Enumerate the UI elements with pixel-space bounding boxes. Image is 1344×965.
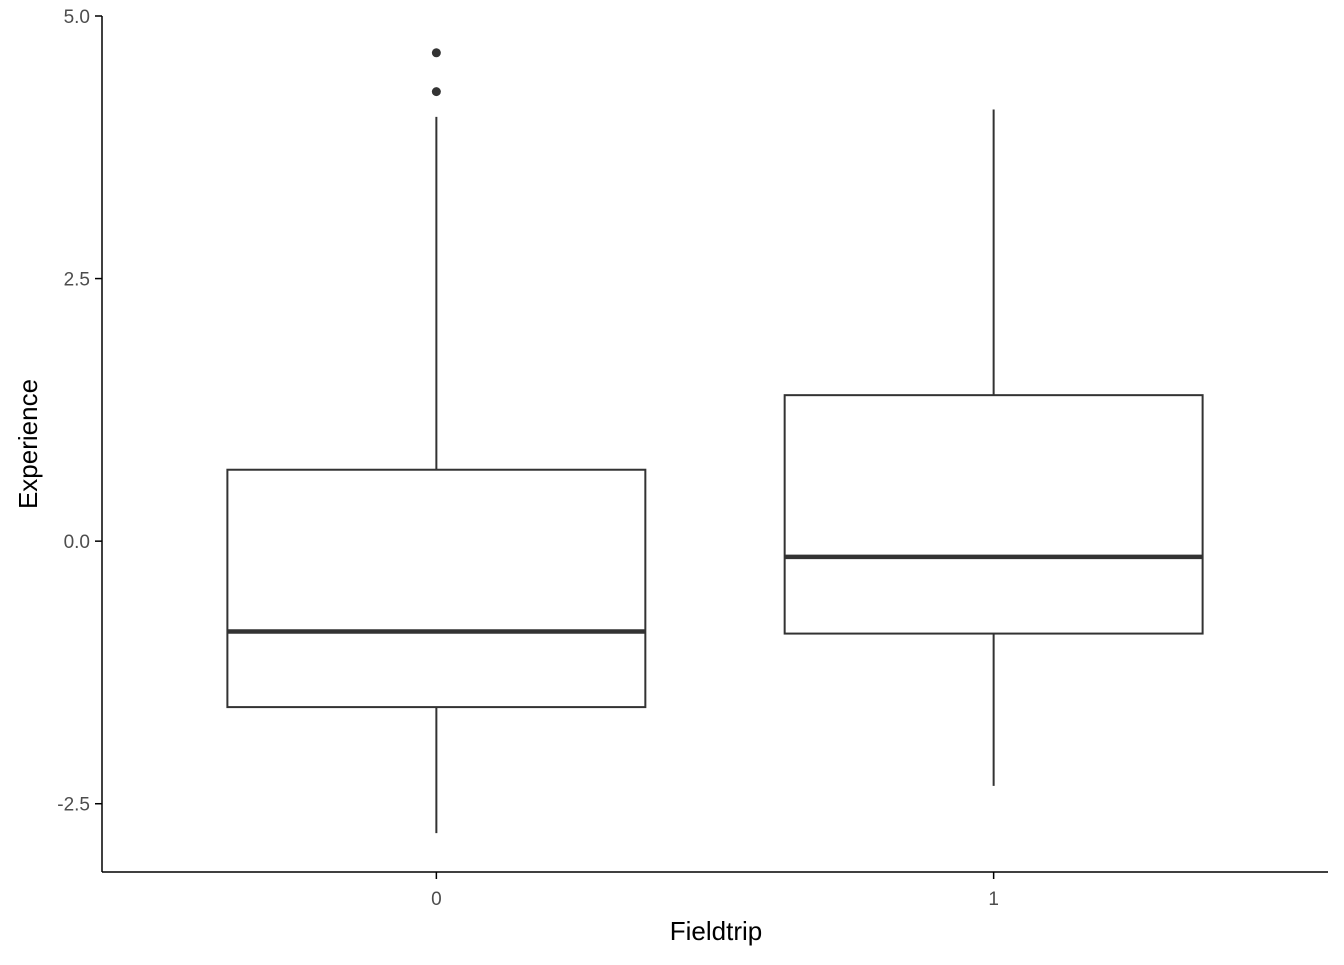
x-tick-label-0: 0 [431, 889, 442, 910]
outlier-point [431, 87, 441, 97]
axes [101, 16, 1328, 873]
box-0 [226, 48, 647, 834]
x-axis-title: Fieldtrip [670, 916, 762, 946]
y-axis-title: Experience [13, 379, 43, 509]
x-tick-label-1: 1 [988, 889, 999, 910]
y-tick-label: 5.0 [64, 7, 90, 28]
y-tick-label: -2.5 [57, 795, 90, 816]
outlier-point [431, 48, 441, 58]
plot-area [226, 48, 1204, 834]
y-tick-label: 2.5 [64, 270, 90, 291]
box-iqr [226, 468, 647, 709]
box-iqr [783, 394, 1204, 635]
box-1 [783, 109, 1204, 786]
ticks: 0 1 5.0 2.5 0.0 -2.5 [57, 7, 999, 910]
y-tick-label: 0.0 [64, 532, 90, 553]
